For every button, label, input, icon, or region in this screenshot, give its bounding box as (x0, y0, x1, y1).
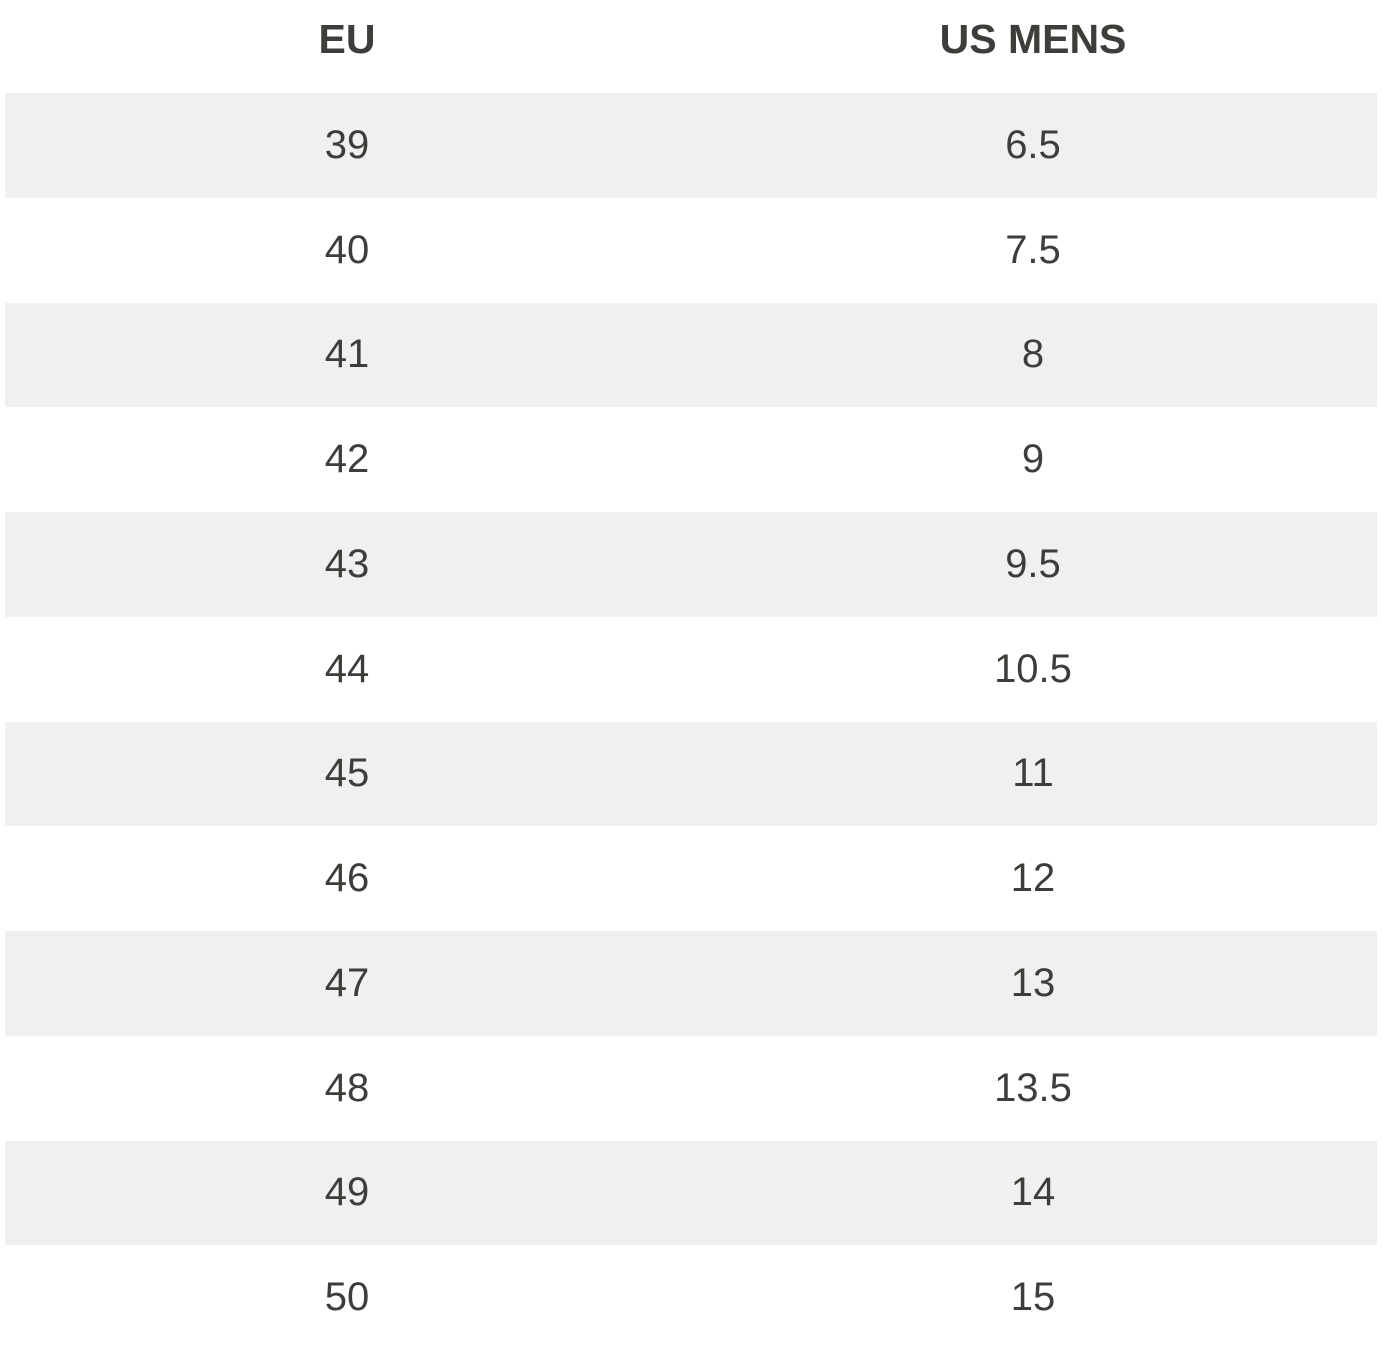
table-cell: 39 (324, 122, 370, 167)
table-cell: 43 (324, 541, 370, 586)
table-cell: 12 (1010, 856, 1056, 901)
table-row: 44 10.5 (5, 617, 1377, 722)
table-row: 41 8 (5, 302, 1377, 408)
table-cell: 44 (324, 646, 370, 691)
table-cell: 7.5 (1005, 227, 1061, 272)
table-row: 43 9.5 (5, 512, 1377, 617)
table-row: 50 15 (5, 1245, 1377, 1350)
table-row: 48 13.5 (5, 1036, 1377, 1141)
table-cell: 48 (324, 1065, 370, 1110)
table-cell: 40 (324, 227, 370, 272)
table-row: 42 9 (5, 407, 1377, 512)
table-cell: 50 (324, 1275, 370, 1320)
table-cell: 11 (1012, 751, 1054, 796)
table-cell: 47 (324, 960, 370, 1005)
header-cell: EU (318, 15, 376, 62)
table-row: 46 12 (5, 826, 1377, 931)
table-row: 47 13 (5, 931, 1377, 1036)
table-cell: 41 (324, 332, 370, 377)
table-row: 40 7.5 (5, 198, 1377, 303)
table-cell: 46 (324, 856, 370, 901)
header-cell: US MENS (939, 15, 1127, 62)
table-cell: 49 (324, 1170, 370, 1215)
table-cell: 45 (324, 751, 370, 796)
header-row: EU US MENS (5, 0, 1377, 78)
table-cell: 15 (1010, 1275, 1056, 1320)
table-cell: 10.5 (994, 646, 1072, 691)
table-cell: 9.5 (1005, 541, 1061, 586)
table-cell: 8 (1021, 332, 1045, 377)
table-cell: 13 (1010, 960, 1056, 1005)
table-row: 49 14 (5, 1140, 1377, 1246)
table-cell: 42 (324, 437, 370, 482)
table-cell: 14 (1010, 1170, 1056, 1215)
table-cell: 6.5 (1005, 122, 1061, 167)
table-row: 45 11 (5, 721, 1377, 827)
table-row: 39 6.5 (5, 93, 1377, 198)
table-cell: 13.5 (994, 1065, 1072, 1110)
table-cell: 9 (1021, 437, 1045, 482)
